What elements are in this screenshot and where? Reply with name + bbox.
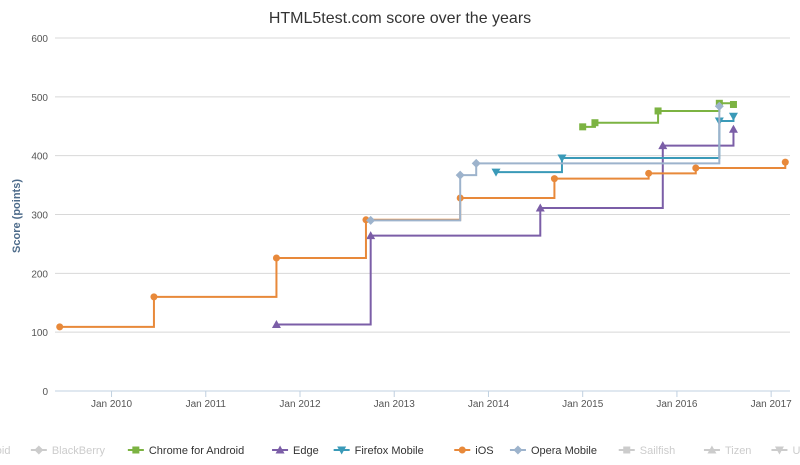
legend-marker-opera-mobile	[513, 445, 523, 455]
series-line-chrome-for-android	[582, 102, 735, 128]
legend-marker-edge	[275, 445, 285, 454]
legend-label: Android	[0, 445, 10, 457]
x-tick-label: Jan 2013	[374, 399, 416, 410]
data-point-edge[interactable]	[658, 141, 668, 150]
legend-item-opera-mobile[interactable]: Opera Mobile	[509, 445, 597, 457]
data-point-firefox-mobile[interactable]	[728, 112, 738, 121]
data-point-ios[interactable]	[645, 169, 653, 177]
data-point-edge[interactable]	[535, 203, 545, 212]
y-tick-label: 0	[42, 387, 48, 398]
legend-marker-chrome-for-android	[132, 446, 140, 454]
chart-title: HTML5test.com score over the years	[269, 10, 531, 27]
y-tick-label: 600	[31, 34, 48, 45]
data-point-edge[interactable]	[271, 320, 281, 329]
legend-marker-ios	[458, 446, 466, 454]
y-tick-label: 500	[31, 93, 48, 104]
x-tick-label: Jan 2017	[751, 399, 793, 410]
data-point-opera-mobile[interactable]	[455, 170, 465, 180]
legend-item-android[interactable]: Android	[0, 445, 10, 457]
x-tick-label: Jan 2015	[562, 399, 604, 410]
legend-label: UC Browser	[792, 445, 800, 457]
data-point-ios[interactable]	[150, 293, 158, 301]
legend-item-chrome-for-android[interactable]: Chrome for Android	[127, 445, 244, 457]
data-point-ios[interactable]	[550, 175, 558, 183]
legend-marker-sailfish	[623, 446, 631, 454]
legend-item-blackberry[interactable]: BlackBerry	[30, 445, 106, 457]
data-point-chrome-for-android[interactable]	[591, 119, 599, 127]
legend-marker-tizen	[707, 445, 717, 454]
data-point-firefox-mobile[interactable]	[491, 168, 501, 177]
data-point-ios[interactable]	[692, 164, 700, 172]
data-point-chrome-for-android[interactable]	[579, 123, 587, 131]
x-tick-label: Jan 2012	[279, 399, 321, 410]
y-tick-label: 300	[31, 211, 48, 222]
data-point-edge[interactable]	[366, 231, 376, 240]
y-axis-ticks: 0 100 200 300 400 500 600	[31, 34, 48, 398]
legend-item-ios[interactable]: iOS	[454, 445, 494, 457]
legend-label: Tizen	[725, 445, 752, 457]
series-chrome-for-android	[579, 99, 737, 131]
legend-label: Edge	[293, 445, 319, 457]
data-point-opera-mobile[interactable]	[471, 158, 481, 168]
y-tick-label: 100	[31, 328, 48, 339]
legend-item-firefox-mobile[interactable]: Firefox Mobile	[333, 445, 424, 457]
x-tick-label: Jan 2011	[186, 399, 227, 410]
y-axis-label: Score (points)	[11, 179, 23, 253]
series-line-ios	[59, 162, 787, 328]
y-tick-label: 400	[31, 152, 48, 163]
data-point-chrome-for-android[interactable]	[729, 100, 737, 108]
legend-label: Sailfish	[640, 445, 675, 457]
data-point-opera-mobile[interactable]	[714, 101, 724, 111]
legend: Android BlackBerry Chrome for Android Edge F…	[0, 445, 800, 457]
grid-lines	[55, 37, 790, 392]
legend-marker-uc-browser	[774, 446, 784, 455]
legend-label: Opera Mobile	[531, 445, 597, 457]
legend-label: BlackBerry	[52, 445, 106, 457]
series-edge	[271, 124, 738, 329]
legend-item-sailfish[interactable]: Sailfish	[618, 445, 675, 457]
legend-marker-firefox-mobile	[337, 446, 347, 455]
series-line-opera-mobile	[370, 106, 721, 222]
data-point-edge[interactable]	[728, 124, 738, 133]
legend-label: Firefox Mobile	[355, 445, 424, 457]
x-tick-label: Jan 2014	[468, 399, 510, 410]
series-ios	[56, 158, 789, 331]
legend-item-tizen[interactable]: Tizen	[703, 445, 752, 457]
legend-label: Chrome for Android	[149, 445, 244, 457]
y-tick-label: 200	[31, 269, 48, 280]
data-point-ios[interactable]	[272, 254, 280, 262]
legend-marker-blackberry	[34, 445, 44, 455]
data-point-ios[interactable]	[56, 323, 64, 331]
series-group	[56, 99, 789, 331]
x-axis-ticks: Jan 2010 Jan 2011 Jan 2012 Jan 2013 Jan 2014…	[91, 391, 792, 410]
series-opera-mobile	[366, 101, 724, 225]
legend-label: iOS	[475, 445, 493, 457]
legend-item-edge[interactable]: Edge	[272, 445, 319, 457]
data-point-ios[interactable]	[781, 158, 789, 166]
data-point-chrome-for-android[interactable]	[654, 107, 662, 115]
legend-item-uc-browser[interactable]: UC Browser	[771, 445, 800, 457]
x-tick-label: Jan 2016	[656, 399, 698, 410]
data-point-opera-mobile[interactable]	[366, 215, 376, 225]
x-tick-label: Jan 2010	[91, 399, 133, 410]
data-point-firefox-mobile[interactable]	[557, 154, 567, 163]
